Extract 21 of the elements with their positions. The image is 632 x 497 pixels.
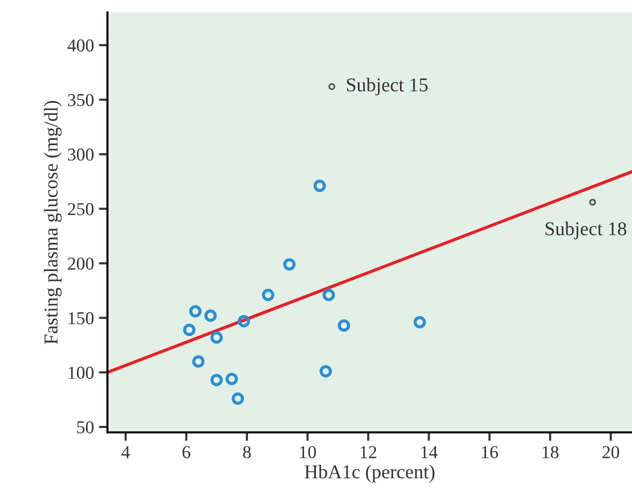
annotation: Subject 18	[546, 222, 626, 240]
y-tick-label: 350	[68, 94, 94, 106]
x-tick-label: 4	[121, 446, 130, 458]
x-tick-label: 16	[482, 446, 498, 458]
x-tick-label: 10	[300, 446, 316, 458]
y-tick-label: 150	[68, 312, 94, 324]
annotation: Subject 15	[347, 78, 428, 96]
y-tick-label: 250	[68, 203, 94, 216]
y-axis-title: Fasting plasma glucose (mg/dl)	[44, 100, 62, 344]
y-tick-label: 200	[68, 258, 94, 270]
x-tick-label: 12	[360, 446, 376, 458]
y-tick-label: 300	[68, 148, 94, 161]
x-tick-label: 18	[542, 446, 558, 458]
x-tick-label: 6	[182, 446, 190, 458]
x-tick-label: 8	[243, 446, 251, 458]
x-tick-label: 20	[602, 446, 620, 458]
x-tick-label: 14	[421, 446, 438, 458]
x-axis-title: HbA1c (percent)	[304, 464, 434, 482]
y-tick-label: 50	[77, 421, 94, 434]
y-tick-label: 100	[68, 366, 94, 379]
y-tick-label: 400	[68, 39, 94, 52]
